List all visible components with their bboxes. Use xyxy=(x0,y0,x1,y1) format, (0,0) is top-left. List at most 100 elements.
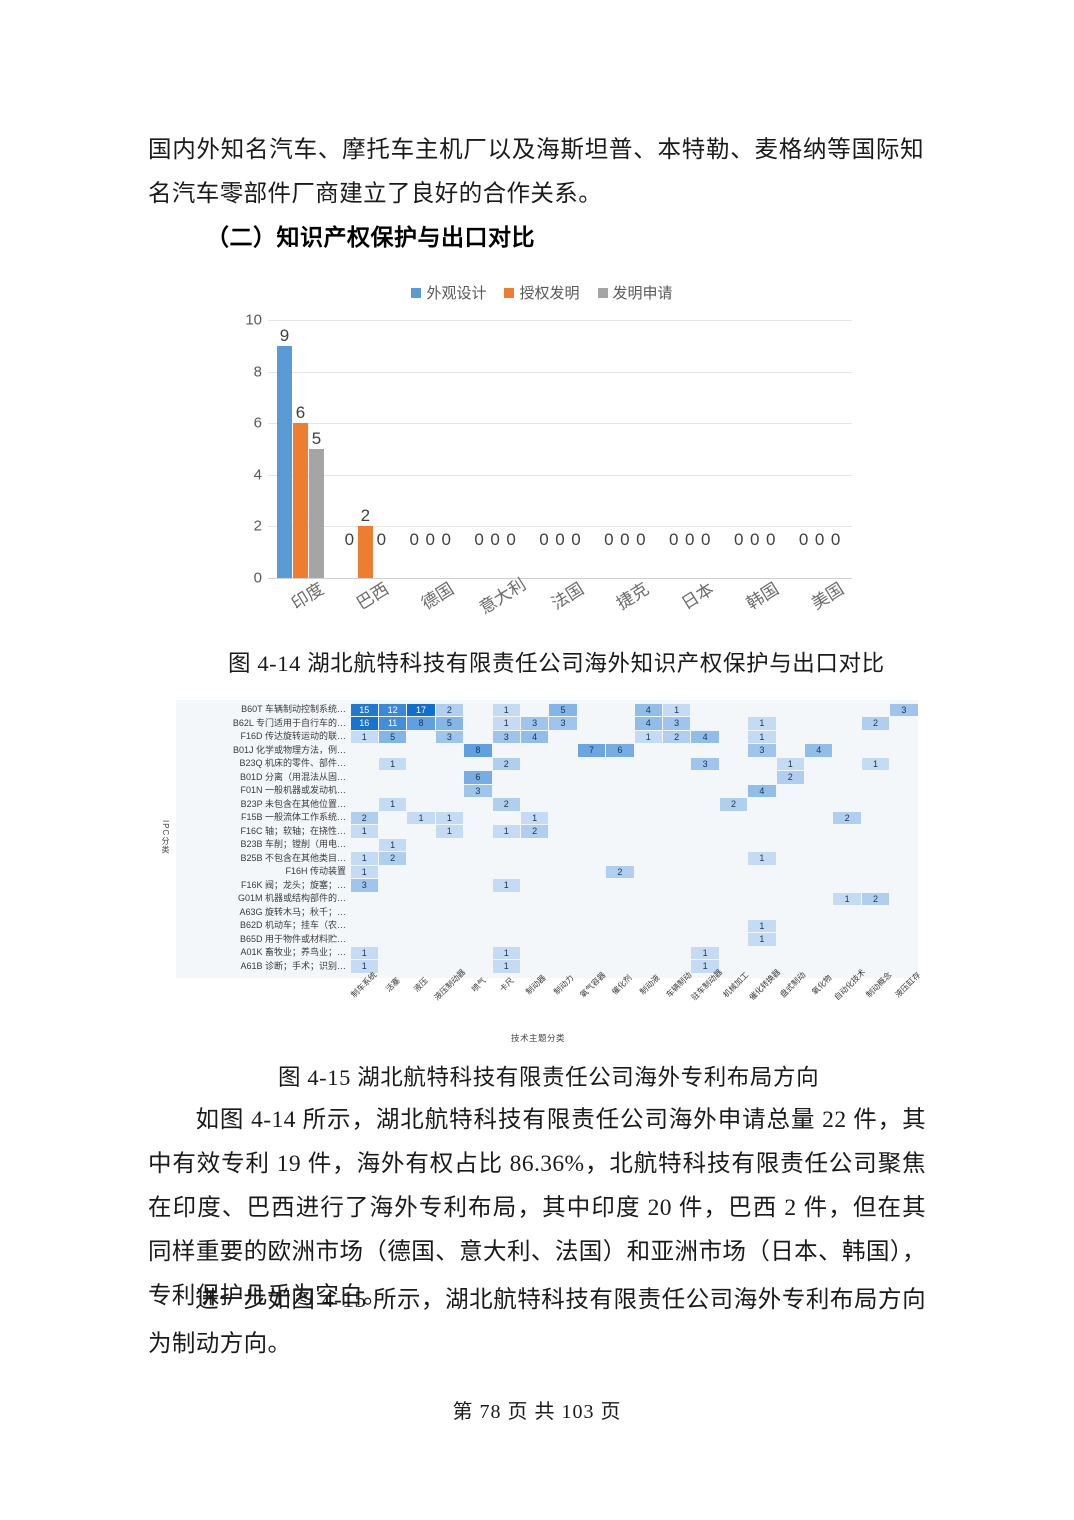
heatmap-cell xyxy=(549,866,576,879)
heatmap-cell xyxy=(521,947,548,960)
bar-group: 020 xyxy=(333,320,398,578)
heatmap-cell xyxy=(805,758,832,771)
bar: 6 xyxy=(293,423,308,578)
heatmap-x-axis-tick: 氧化物 xyxy=(804,981,833,1033)
x-axis-tick-label: 巴西 xyxy=(351,575,393,614)
heatmap-cell xyxy=(805,798,832,811)
heatmap-cell xyxy=(493,893,520,906)
heatmap-row-cells: 12311 xyxy=(350,757,918,771)
heatmap-cell xyxy=(862,920,889,933)
x-axis-tick: 日本 xyxy=(657,582,722,628)
heatmap-cell: 1 xyxy=(748,852,775,865)
heatmap-cell xyxy=(890,839,917,852)
heatmap-cell xyxy=(578,947,605,960)
heatmap-cell: 1 xyxy=(493,825,520,838)
heatmap-cell xyxy=(578,812,605,825)
heatmap-cell xyxy=(748,825,775,838)
heatmap-cell xyxy=(890,785,917,798)
heatmap-x-axis-tick: 催化剂 xyxy=(603,981,632,1033)
heatmap-cell xyxy=(606,920,633,933)
heatmap-cell xyxy=(606,785,633,798)
heatmap-row-cells: 1112 xyxy=(350,825,918,839)
heatmap-cell xyxy=(720,758,747,771)
y-axis-tick-label: 6 xyxy=(254,415,262,432)
heatmap-cell xyxy=(549,960,576,973)
heatmap-x-axis-tick: 制动液 xyxy=(632,981,661,1033)
heatmap-cell xyxy=(606,960,633,973)
heatmap-cell xyxy=(606,906,633,919)
heatmap-row-label: F16H 传动装置 xyxy=(176,865,350,879)
heatmap-cell: 4 xyxy=(748,785,775,798)
heatmap-cell xyxy=(464,704,491,717)
heatmap-cell xyxy=(663,744,690,757)
heatmap-row-label: B62L 专门适用于自行车的… xyxy=(176,717,350,731)
heatmap-cell: 2 xyxy=(777,771,804,784)
y-axis-tick-label: 4 xyxy=(254,466,262,483)
heatmap-cell xyxy=(379,785,406,798)
heatmap-cell: 1 xyxy=(748,731,775,744)
heatmap-cell xyxy=(777,933,804,946)
heatmap-cell xyxy=(464,852,491,865)
bar-value-label: 0 xyxy=(734,530,743,550)
heatmap-cell: 1 xyxy=(635,731,662,744)
heatmap-row: B62D 机动车；挂车（农…1 xyxy=(176,919,918,933)
heatmap-cell xyxy=(351,906,378,919)
heatmap-cell xyxy=(805,906,832,919)
heatmap-plot: B60T 车辆制动控制系统…151217215413B62L 专门适用于自行车的… xyxy=(176,700,918,978)
heatmap-cell: 1 xyxy=(663,704,690,717)
heatmap-cell xyxy=(663,852,690,865)
heatmap-cell xyxy=(464,758,491,771)
bar-value-label: 0 xyxy=(685,530,694,550)
heatmap-cell xyxy=(862,771,889,784)
heatmap-cell xyxy=(720,825,747,838)
heatmap-cell: 1 xyxy=(521,812,548,825)
heatmap-x-axis-tick: 催化转换器 xyxy=(746,981,775,1033)
heatmap-cell xyxy=(805,812,832,825)
heatmap-cell xyxy=(493,812,520,825)
legend-item-3: 发明申请 xyxy=(598,282,673,303)
heatmap-cell xyxy=(606,771,633,784)
heatmap-cell xyxy=(493,920,520,933)
heatmap-cell xyxy=(833,947,860,960)
heatmap-cell xyxy=(407,947,434,960)
y-axis-tick-label: 8 xyxy=(254,363,262,380)
heatmap-cell xyxy=(862,906,889,919)
heatmap-x-axis-tick: 制动器 xyxy=(518,981,547,1033)
heatmap-cell xyxy=(521,744,548,757)
heatmap-cell xyxy=(663,933,690,946)
heatmap-cell xyxy=(777,920,804,933)
heatmap-cell xyxy=(407,731,434,744)
heatmap-cell xyxy=(862,866,889,879)
heatmap-row-cells: 1611851334312 xyxy=(350,717,918,731)
heatmap-cell xyxy=(720,893,747,906)
heatmap-row: A61B 诊断；手术；识别…111 xyxy=(176,960,918,974)
heatmap-row-cells: 21112 xyxy=(350,811,918,825)
heatmap-cell xyxy=(521,785,548,798)
heatmap-cell: 3 xyxy=(890,704,917,717)
heatmap-cell xyxy=(549,731,576,744)
heatmap-cell: 17 xyxy=(407,704,434,717)
heatmap-cell: 1 xyxy=(493,947,520,960)
heatmap-cell xyxy=(833,825,860,838)
heatmap-cell xyxy=(578,717,605,730)
heatmap-cell xyxy=(578,933,605,946)
bar-value-label: 0 xyxy=(539,530,548,550)
x-axis-tick: 巴西 xyxy=(333,582,398,628)
heatmap-row: A63G 旋转木马；秋千；… xyxy=(176,906,918,920)
heatmap-cell xyxy=(521,893,548,906)
bar-value-label: 0 xyxy=(345,530,354,550)
heatmap-cell xyxy=(493,866,520,879)
heatmap-cell xyxy=(833,906,860,919)
heatmap-cell xyxy=(606,852,633,865)
heatmap-cell xyxy=(663,879,690,892)
heatmap-row: B23B 车削；镗削（用电…1 xyxy=(176,838,918,852)
heatmap-x-axis-tick: 制车系统 xyxy=(346,981,375,1033)
heatmap-cell xyxy=(549,785,576,798)
legend-label: 外观设计 xyxy=(426,282,486,303)
heatmap-cell xyxy=(890,798,917,811)
heatmap-row: A01K 畜牧业；养鸟业；…111 xyxy=(176,946,918,960)
figure-caption-4-15: 图 4-15 湖北航特科技有限责任公司海外专利布局方向 xyxy=(278,1060,819,1092)
heatmap-cell: 1 xyxy=(379,798,406,811)
bar-value-label: 0 xyxy=(815,530,824,550)
bar-value-label: 0 xyxy=(701,530,710,550)
